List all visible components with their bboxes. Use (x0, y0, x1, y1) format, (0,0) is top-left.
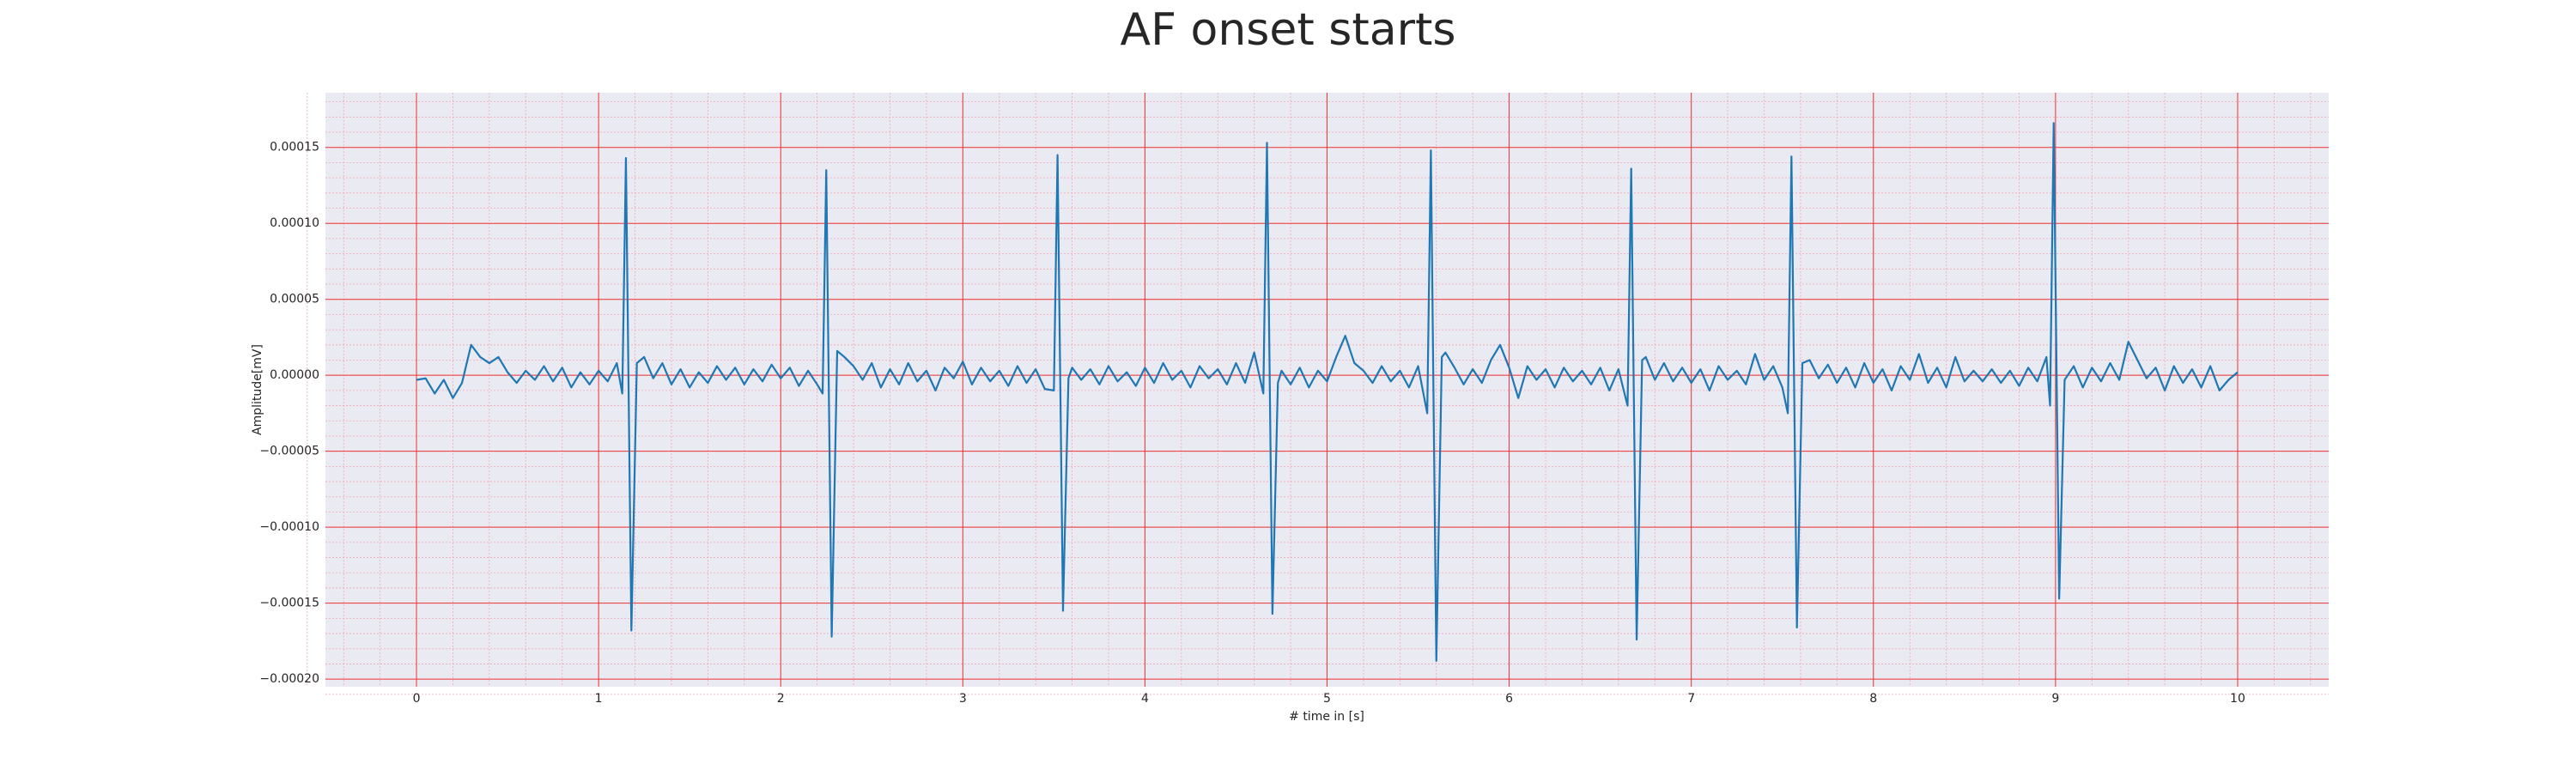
x-tick-label: 1 (595, 692, 603, 706)
x-axis-label: # time in [s] (1289, 710, 1364, 724)
x-tick-label: 9 (2051, 692, 2059, 706)
x-tick-label: 2 (777, 692, 785, 706)
y-tick-label: 0.00010 (270, 216, 319, 230)
y-tick-label: −0.00010 (259, 520, 319, 534)
ecg-line (416, 122, 2239, 663)
y-tick-label: 0.00005 (270, 293, 319, 306)
y-tick-label: 0.00000 (270, 368, 319, 382)
x-tick-label: 4 (1141, 692, 1149, 706)
x-tick-label: 10 (2230, 692, 2245, 706)
x-tick-label: 5 (1323, 692, 1331, 706)
x-tick-label: 0 (413, 692, 421, 706)
x-tick-label: 6 (1505, 692, 1513, 706)
y-tick-label: 0.00015 (270, 141, 319, 155)
x-tick-label: 7 (1687, 692, 1695, 706)
x-tick-label: 3 (959, 692, 967, 706)
y-tick-label: −0.00020 (259, 672, 319, 686)
y-tick-label: −0.00005 (259, 445, 319, 458)
chart-title: AF onset starts (1121, 4, 1456, 56)
y-tick-label: −0.00015 (259, 597, 319, 610)
y-axis-label: Amplitude[mV] (251, 344, 264, 435)
x-tick-label: 8 (1869, 692, 1877, 706)
